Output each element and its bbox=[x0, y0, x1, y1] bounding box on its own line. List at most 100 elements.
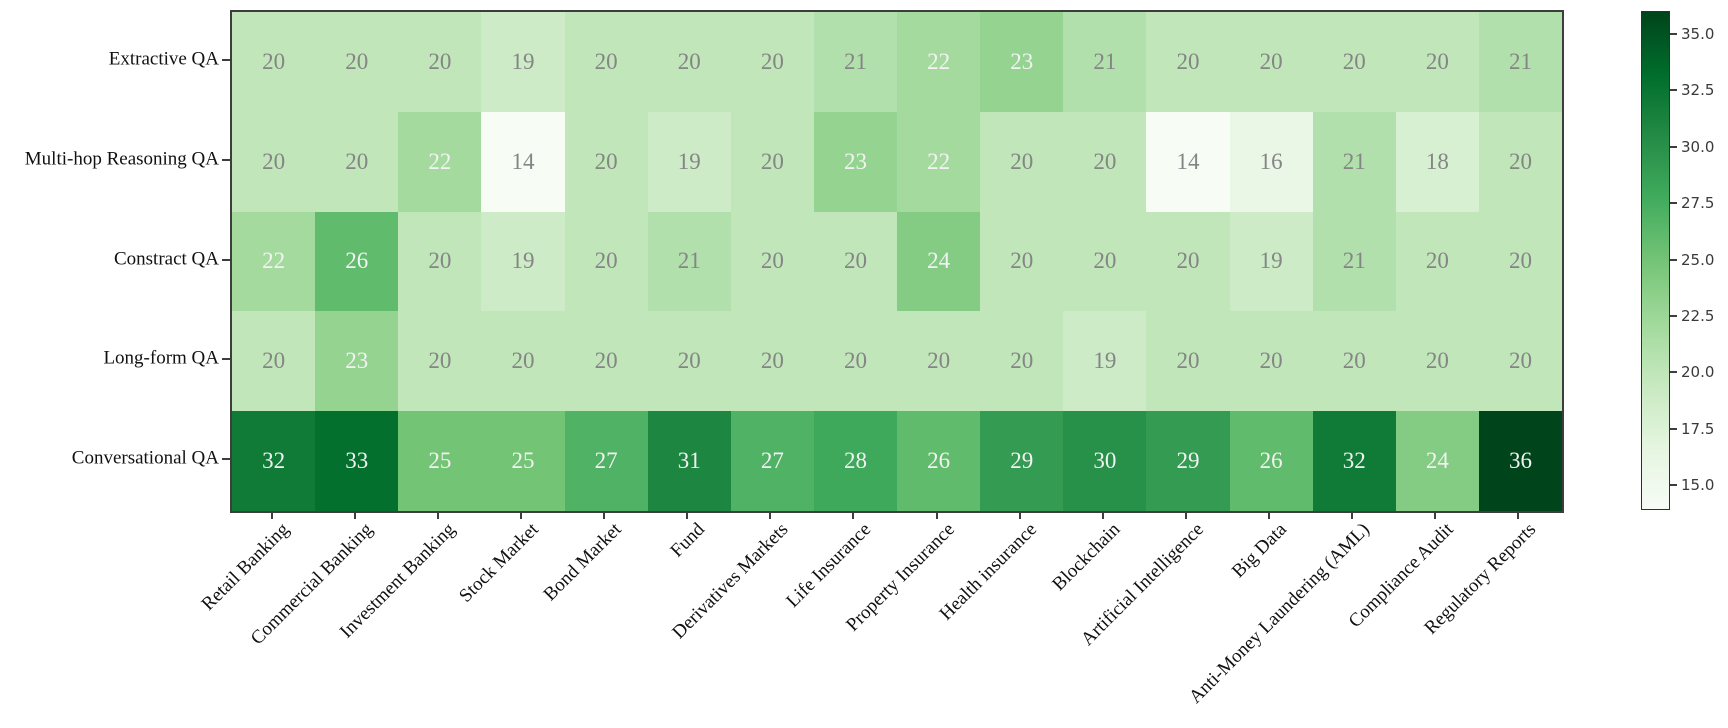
x-axis-tick bbox=[1018, 511, 1021, 519]
heatmap-cell: 25 bbox=[398, 411, 482, 511]
colorbar-tick bbox=[1670, 314, 1677, 317]
heatmap-cell: 19 bbox=[647, 111, 731, 212]
colorbar-tick bbox=[1670, 145, 1677, 148]
heatmap-cell: 19 bbox=[1229, 211, 1313, 312]
heatmap-cell: 21 bbox=[1063, 12, 1147, 112]
heatmap-cell: 23 bbox=[315, 311, 399, 412]
heatmap-cell: 31 bbox=[647, 411, 731, 511]
heatmap-cell: 20 bbox=[398, 311, 482, 412]
heatmap-cell: 20 bbox=[315, 12, 399, 112]
y-axis-label: Multi-hop Reasoning QA bbox=[24, 148, 219, 170]
colorbar-tick-label: 25.0 bbox=[1681, 250, 1715, 269]
heatmap-cell: 20 bbox=[564, 111, 648, 212]
heatmap-cell: 32 bbox=[232, 411, 316, 511]
heatmap-cell: 21 bbox=[1312, 111, 1396, 212]
y-axis-label: Constract QA bbox=[113, 248, 219, 270]
x-axis-tick bbox=[1184, 511, 1187, 519]
x-axis-label: Stock Market bbox=[455, 519, 543, 607]
cell-value: 19 bbox=[511, 248, 535, 274]
cell-value: 20 bbox=[594, 148, 618, 174]
cell-value: 20 bbox=[1425, 348, 1449, 374]
cell-value: 20 bbox=[677, 48, 701, 74]
colorbar-tick bbox=[1670, 484, 1677, 487]
x-axis-label: Fund bbox=[666, 519, 710, 562]
y-axis-tick bbox=[222, 58, 230, 61]
heatmap-cell: 20 bbox=[1312, 311, 1396, 412]
heatmap-cell: 19 bbox=[481, 12, 565, 112]
heatmap-cell: 20 bbox=[647, 12, 731, 112]
heatmap-cell: 33 bbox=[315, 411, 399, 511]
heatmap-cell: 26 bbox=[1229, 411, 1313, 511]
colorbar-tick-label: 35.0 bbox=[1681, 24, 1715, 43]
cell-value: 20 bbox=[262, 48, 286, 74]
colorbar-tick-label: 15.0 bbox=[1681, 476, 1715, 495]
cell-value: 20 bbox=[594, 348, 618, 374]
heatmap-cell: 29 bbox=[980, 411, 1064, 511]
y-axis-label: Extractive QA bbox=[108, 48, 219, 70]
heatmap-cell: 20 bbox=[1146, 12, 1230, 112]
heatmap-cell: 32 bbox=[1312, 411, 1396, 511]
cell-value: 20 bbox=[1425, 48, 1449, 74]
y-axis-tick bbox=[222, 458, 230, 461]
heatmap-cell: 14 bbox=[481, 111, 565, 212]
cell-value: 19 bbox=[677, 148, 701, 174]
colorbar-tick-label: 27.5 bbox=[1681, 194, 1715, 213]
colorbar-tick bbox=[1670, 371, 1677, 374]
heatmap-cell: 24 bbox=[1395, 411, 1479, 511]
heatmap-cell: 20 bbox=[564, 211, 648, 312]
x-axis-tick bbox=[270, 511, 273, 519]
x-axis-label: Life Insurance bbox=[782, 519, 876, 612]
heatmap-cell: 20 bbox=[813, 311, 897, 412]
heatmap-cell: 20 bbox=[1229, 311, 1313, 412]
heatmap-cell: 24 bbox=[897, 211, 981, 312]
x-axis-tick bbox=[519, 511, 522, 519]
heatmap-cell: 26 bbox=[315, 211, 399, 312]
y-axis-label: Long-form QA bbox=[103, 347, 219, 369]
cell-value: 20 bbox=[760, 48, 784, 74]
colorbar-tick-label: 32.5 bbox=[1681, 81, 1715, 100]
cell-value: 27 bbox=[760, 448, 784, 474]
cell-value: 21 bbox=[843, 48, 867, 74]
heatmap-cell: 19 bbox=[481, 211, 565, 312]
cell-value: 25 bbox=[428, 448, 452, 474]
cell-value: 20 bbox=[760, 348, 784, 374]
cell-value: 26 bbox=[1259, 448, 1283, 474]
heatmap-cell: 20 bbox=[813, 211, 897, 312]
heatmap-cell: 30 bbox=[1063, 411, 1147, 511]
heatmap-cell: 20 bbox=[647, 311, 731, 412]
heatmap-plot-area: 20 20 20 19 20 20 20 21 22 23 21 20 20 20 20 21 20 20 22 14… bbox=[230, 10, 1564, 513]
cell-value: 20 bbox=[1176, 248, 1200, 274]
heatmap-cell: 23 bbox=[980, 12, 1064, 112]
cell-value: 20 bbox=[760, 148, 784, 174]
cell-value: 20 bbox=[1508, 348, 1532, 374]
heatmap-cell: 26 bbox=[897, 411, 981, 511]
heatmap-cell: 20 bbox=[232, 12, 316, 112]
cell-value: 20 bbox=[428, 48, 452, 74]
heatmap-cell: 20 bbox=[1395, 211, 1479, 312]
x-axis-tick bbox=[1268, 511, 1271, 519]
heatmap-cell: 21 bbox=[647, 211, 731, 312]
cell-value: 25 bbox=[511, 448, 535, 474]
x-axis-tick bbox=[1101, 511, 1104, 519]
cell-value: 14 bbox=[511, 148, 535, 174]
cell-value: 20 bbox=[843, 348, 867, 374]
heatmap-cell: 29 bbox=[1146, 411, 1230, 511]
cell-value: 22 bbox=[262, 248, 286, 274]
colorbar-tick bbox=[1670, 32, 1677, 35]
cell-value: 36 bbox=[1508, 448, 1532, 474]
cell-value: 23 bbox=[843, 148, 867, 174]
heatmap-cell: 21 bbox=[1312, 211, 1396, 312]
y-axis-label: Conversational QA bbox=[71, 447, 219, 469]
cell-value: 30 bbox=[1093, 448, 1117, 474]
cell-value: 26 bbox=[927, 448, 951, 474]
colorbar bbox=[1641, 11, 1670, 510]
cell-value: 20 bbox=[760, 248, 784, 274]
heatmap-cell: 21 bbox=[1478, 12, 1562, 112]
cell-value: 22 bbox=[927, 148, 951, 174]
heatmap-cell: 20 bbox=[1478, 311, 1562, 412]
heatmap-cell: 20 bbox=[1063, 111, 1147, 212]
colorbar-tick-label: 20.0 bbox=[1681, 363, 1715, 382]
heatmap-cell: 22 bbox=[398, 111, 482, 212]
heatmap-cell: 21 bbox=[813, 12, 897, 112]
